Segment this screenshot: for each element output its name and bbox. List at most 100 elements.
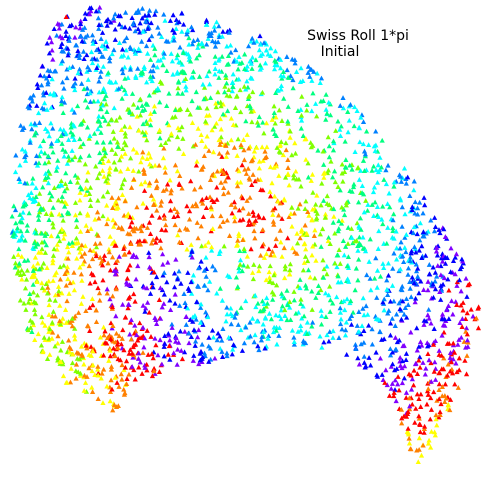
scatter-point (340, 95, 346, 100)
scatter-point (81, 387, 87, 393)
scatter-point (105, 158, 112, 164)
scatter-point (439, 258, 446, 264)
scatter-point (282, 263, 288, 269)
scatter-point (42, 160, 48, 166)
scatter-point (255, 343, 261, 349)
scatter-point (64, 160, 70, 166)
scatter-point (180, 50, 186, 55)
scatter-point (142, 107, 148, 112)
scatter-point (152, 162, 158, 168)
scatter-point (305, 267, 312, 273)
scatter-point (84, 345, 90, 351)
scatter-point (121, 386, 127, 392)
scatter-point (445, 303, 452, 309)
scatter-point (290, 85, 296, 91)
scatter-point (374, 295, 380, 300)
scatter-point (191, 353, 197, 358)
scatter-point (264, 300, 271, 306)
scatter-point (428, 407, 435, 412)
scatter-point (360, 295, 366, 301)
scatter-point (107, 233, 113, 239)
scatter-point (261, 255, 267, 260)
scatter-point (421, 233, 427, 239)
scatter-point (182, 70, 188, 76)
scatter-point (177, 44, 183, 50)
scatter-point (207, 278, 213, 284)
scatter-point (263, 47, 269, 53)
scatter-point (402, 245, 408, 250)
scatter-point (216, 23, 222, 29)
scatter-point (371, 143, 377, 149)
scatter-point (154, 207, 160, 213)
scatter-point (248, 38, 254, 44)
scatter-point (455, 341, 461, 347)
scatter-point (39, 285, 45, 291)
scatter-point (287, 267, 293, 273)
scatter-point (417, 199, 423, 205)
scatter-point (52, 297, 58, 303)
scatter-point (52, 292, 59, 298)
scatter-point (305, 174, 312, 180)
scatter-point (463, 275, 469, 281)
scatter-point (25, 299, 32, 305)
scatter-point (194, 220, 200, 225)
scatter-point (94, 65, 100, 71)
scatter-point (135, 104, 141, 110)
scatter-point (33, 153, 40, 158)
scatter-point (341, 298, 347, 304)
scatter-point (391, 179, 397, 185)
scatter-point (249, 75, 255, 81)
scatter-point (356, 177, 362, 182)
scatter-point (190, 318, 196, 324)
scatter-point (287, 304, 293, 310)
scatter-point (360, 141, 366, 147)
scatter-point (410, 382, 417, 388)
scatter-point (303, 282, 309, 288)
scatter-point (121, 347, 127, 353)
scatter-point (391, 298, 397, 304)
scatter-point (274, 62, 280, 68)
scatter-point (238, 305, 244, 310)
scatter-point (188, 24, 195, 30)
scatter-point (174, 209, 180, 215)
scatter-point (57, 276, 63, 282)
scatter-point (157, 99, 163, 105)
scatter-point (240, 137, 247, 142)
scatter-point (324, 201, 330, 206)
scatter-point (377, 273, 384, 279)
scatter-point (184, 226, 191, 232)
scatter-point (434, 244, 440, 250)
scatter-point (46, 159, 52, 165)
scatter-point (338, 279, 344, 285)
scatter-point (407, 403, 413, 409)
scatter-point (233, 47, 239, 53)
scatter-point (32, 337, 38, 343)
scatter-point (300, 267, 306, 273)
scatter-point (107, 58, 113, 64)
scatter-point (224, 217, 230, 223)
scatter-point (188, 178, 194, 184)
scatter-point (64, 185, 70, 191)
scatter-point (381, 177, 387, 182)
scatter-point (118, 341, 124, 347)
scatter-point (95, 98, 101, 104)
scatter-point (412, 419, 418, 425)
scatter-point (69, 107, 75, 112)
scatter-point (375, 162, 381, 168)
scatter-point (149, 33, 155, 39)
scatter-point (390, 361, 396, 367)
scatter-point (141, 167, 147, 172)
scatter-point (122, 314, 129, 320)
scatter-point (324, 263, 330, 269)
scatter-point (95, 363, 101, 369)
scatter-point (72, 87, 78, 93)
scatter-point (299, 227, 305, 233)
scatter-point (46, 73, 52, 78)
scatter-point (12, 264, 18, 270)
scatter-point (270, 280, 276, 286)
scatter-point (314, 192, 320, 198)
scatter-point (452, 271, 458, 277)
scatter-point (144, 361, 150, 367)
scatter-point (214, 19, 220, 25)
scatter-point (212, 355, 218, 361)
